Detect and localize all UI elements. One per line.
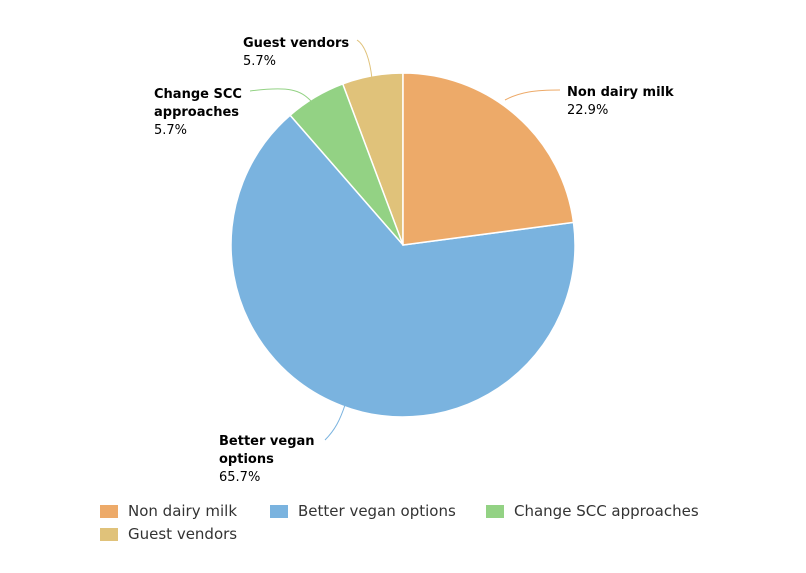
connector-change-scc (249, 88, 312, 102)
data-label-value: 65.7% (219, 470, 261, 485)
data-label-better-vegan-options: Better vegan options 65.7% (219, 433, 315, 487)
data-label-name: Guest vendors (243, 36, 350, 51)
legend-label: Change SCC approaches (514, 502, 699, 520)
legend-label: Non dairy milk (128, 502, 237, 520)
connector-guest-vendors (356, 39, 373, 80)
data-label-non-dairy-milk: Non dairy milk 22.9% (567, 84, 674, 120)
data-label-name: Change SCC (154, 87, 242, 102)
data-label-value: 22.9% (567, 103, 609, 118)
legend-item-guest-vendors[interactable]: Guest vendors (100, 525, 237, 543)
data-label-name: Non dairy milk (567, 85, 674, 100)
legend-item-non-dairy-milk[interactable]: Non dairy milk (100, 502, 237, 520)
legend-label: Guest vendors (128, 525, 238, 543)
pie-slice-non-dairy-milk[interactable] (402, 72, 575, 246)
data-label-value: 5.7% (243, 54, 277, 69)
legend-swatch (270, 504, 288, 518)
legend-label: Better vegan options (298, 502, 456, 520)
connector-better-vegan (324, 404, 346, 441)
data-label-value: 5.7% (154, 123, 188, 138)
data-label-name-line2: options (219, 452, 274, 467)
legend-swatch (100, 504, 118, 518)
legend-item-change-scc-approaches[interactable]: Change SCC approaches (486, 502, 699, 520)
data-label-change-scc-approaches: Change SCC approaches 5.7% (154, 86, 242, 140)
data-label-guest-vendors: Guest vendors 5.7% (243, 35, 349, 71)
data-label-name-line2: approaches (154, 105, 240, 120)
legend-swatch (486, 504, 504, 518)
connector-non-dairy-milk (504, 89, 561, 101)
pie-slice-better-vegan-options[interactable] (230, 114, 576, 418)
legend-swatch (100, 527, 118, 541)
legend-item-better-vegan-options[interactable]: Better vegan options (270, 502, 456, 520)
data-label-name: Better vegan (219, 434, 315, 449)
